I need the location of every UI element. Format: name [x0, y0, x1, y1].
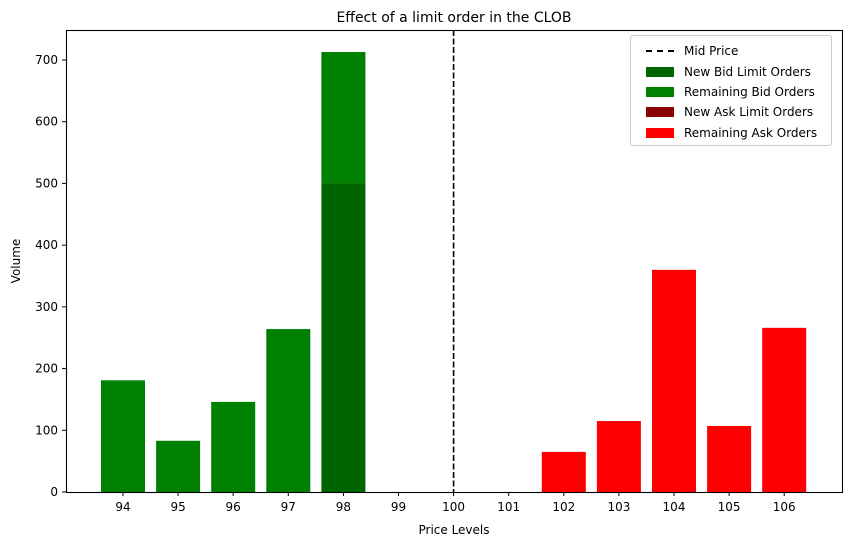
y-tick-label: 400 [35, 238, 58, 252]
bar-remaining-bid-orders-94 [101, 380, 145, 492]
x-tick-label: 95 [170, 500, 185, 514]
x-tick-label: 94 [115, 500, 130, 514]
legend-label: Remaining Ask Orders [684, 126, 818, 140]
y-tick-label: 200 [35, 362, 58, 376]
chart-legend: Mid Price New Bid Limit Orders Remaining… [630, 35, 832, 146]
bar-new-bid-limit-orders-98 [321, 183, 366, 492]
legend-item-new-ask: New Ask Limit Orders [631, 102, 831, 122]
bar-remaining-bid-orders-98 [321, 51, 366, 184]
y-axis-label: Volume [9, 239, 23, 284]
x-tick-label: 102 [552, 500, 575, 514]
color-swatch-icon [646, 107, 674, 117]
legend-label: New Bid Limit Orders [684, 65, 811, 79]
legend-item-new-bid: New Bid Limit Orders [631, 62, 831, 82]
x-tick-label: 100 [442, 500, 465, 514]
y-tick-label: 600 [35, 115, 58, 129]
y-tick-label: 0 [50, 485, 58, 499]
x-tick-label: 97 [281, 500, 296, 514]
x-tick-label: 98 [336, 500, 351, 514]
x-tick-label: 106 [773, 500, 796, 514]
x-tick-label: 103 [607, 500, 630, 514]
legend-item-remaining-ask: Remaining Ask Orders [631, 123, 831, 143]
y-tick-label: 700 [35, 53, 58, 67]
color-swatch-icon [646, 128, 674, 138]
x-axis-label: Price Levels [418, 523, 489, 537]
y-tick-label: 100 [35, 423, 58, 437]
chart-title: Effect of a limit order in the CLOB [336, 10, 571, 26]
bars-layer [101, 51, 807, 492]
axes-frame [65, 29, 844, 494]
color-swatch-icon [646, 67, 674, 77]
bar-remaining-ask-orders-103 [596, 421, 641, 492]
legend-item-mid-price: Mid Price [631, 41, 831, 61]
y-tick-label: 300 [35, 300, 58, 314]
dashed-line-icon [646, 50, 674, 52]
bar-remaining-ask-orders-106 [762, 327, 807, 492]
bar-remaining-bid-orders-96 [211, 401, 256, 492]
bar-remaining-ask-orders-104 [652, 269, 696, 492]
bar-remaining-bid-orders-95 [156, 440, 201, 492]
y-tick-label: 500 [35, 176, 58, 190]
x-tick-label: 99 [391, 500, 406, 514]
legend-item-remaining-bid: Remaining Bid Orders [631, 82, 831, 102]
x-axis-ticks: 94 95 96 97 98 99 100 101 102 103 104 105 106 [115, 492, 796, 514]
bar-remaining-ask-orders-102 [541, 451, 586, 492]
bar-remaining-bid-orders-97 [266, 329, 311, 492]
legend-label: Mid Price [684, 44, 739, 58]
color-swatch-icon [646, 87, 674, 97]
x-tick-label: 105 [718, 500, 741, 514]
x-tick-label: 101 [497, 500, 520, 514]
y-axis-ticks: 0 100 200 300 400 500 600 700 [35, 53, 66, 499]
x-tick-label: 104 [663, 500, 686, 514]
legend-label: New Ask Limit Orders [684, 105, 814, 119]
bar-remaining-ask-orders-105 [707, 425, 752, 492]
x-tick-label: 96 [226, 500, 241, 514]
legend-label: Remaining Bid Orders [684, 85, 815, 99]
